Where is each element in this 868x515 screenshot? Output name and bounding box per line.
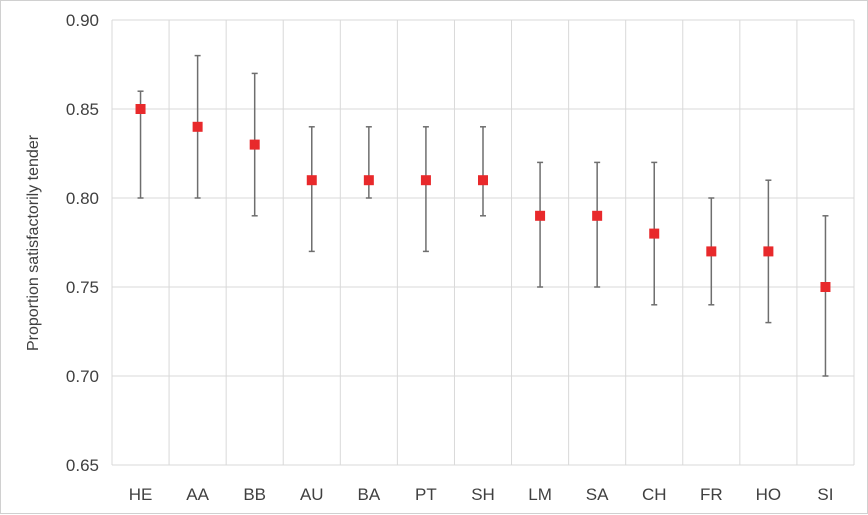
data-point-sh — [478, 175, 488, 186]
y-axis-title: Proportion satisfactorily tender — [25, 134, 42, 351]
y-tick-label: 0.90 — [66, 11, 99, 30]
x-tick-label: LM — [528, 485, 552, 504]
x-tick-label: HO — [756, 485, 782, 504]
data-point-aa — [192, 121, 203, 132]
error-bars — [137, 54, 829, 377]
data-point-ba — [363, 175, 374, 186]
x-tick-label: AU — [300, 485, 324, 504]
y-tick-label: 0.65 — [66, 456, 99, 475]
data-points — [135, 104, 831, 292]
x-tick-label: FR — [700, 485, 723, 504]
x-tick-label: HE — [129, 485, 153, 504]
x-tick-label: BA — [358, 485, 381, 504]
x-tick-label: SH — [471, 485, 495, 504]
y-tick-label: 0.80 — [66, 189, 99, 208]
data-point-pt — [420, 175, 431, 186]
x-tick-label: CH — [642, 485, 667, 504]
y-tick-label: 0.85 — [66, 100, 99, 119]
y-tick-label: 0.70 — [66, 367, 99, 386]
gridlines — [111, 19, 855, 466]
data-point-au — [306, 175, 317, 186]
x-tick-label: BB — [243, 485, 266, 504]
data-point-lm — [535, 210, 546, 221]
data-point-he — [135, 104, 146, 114]
y-tick-label: 0.75 — [66, 278, 99, 297]
x-tick-label: PT — [415, 485, 437, 504]
data-point-ho — [763, 246, 774, 257]
data-point-bb — [249, 139, 260, 150]
x-tick-label: SI — [817, 485, 833, 504]
x-tick-label: SA — [586, 485, 609, 504]
x-tick-label: AA — [186, 485, 209, 504]
x-axis-ticks: HE AA BB AU BA PT SH LM SA CH FR HO SI — [129, 485, 834, 504]
data-point-si — [820, 282, 831, 292]
data-point-ch — [649, 228, 660, 239]
y-axis-ticks: 0.65 0.70 0.75 0.80 0.85 0.90 — [66, 11, 99, 475]
data-point-sa — [592, 210, 603, 221]
data-point-fr — [706, 246, 717, 257]
